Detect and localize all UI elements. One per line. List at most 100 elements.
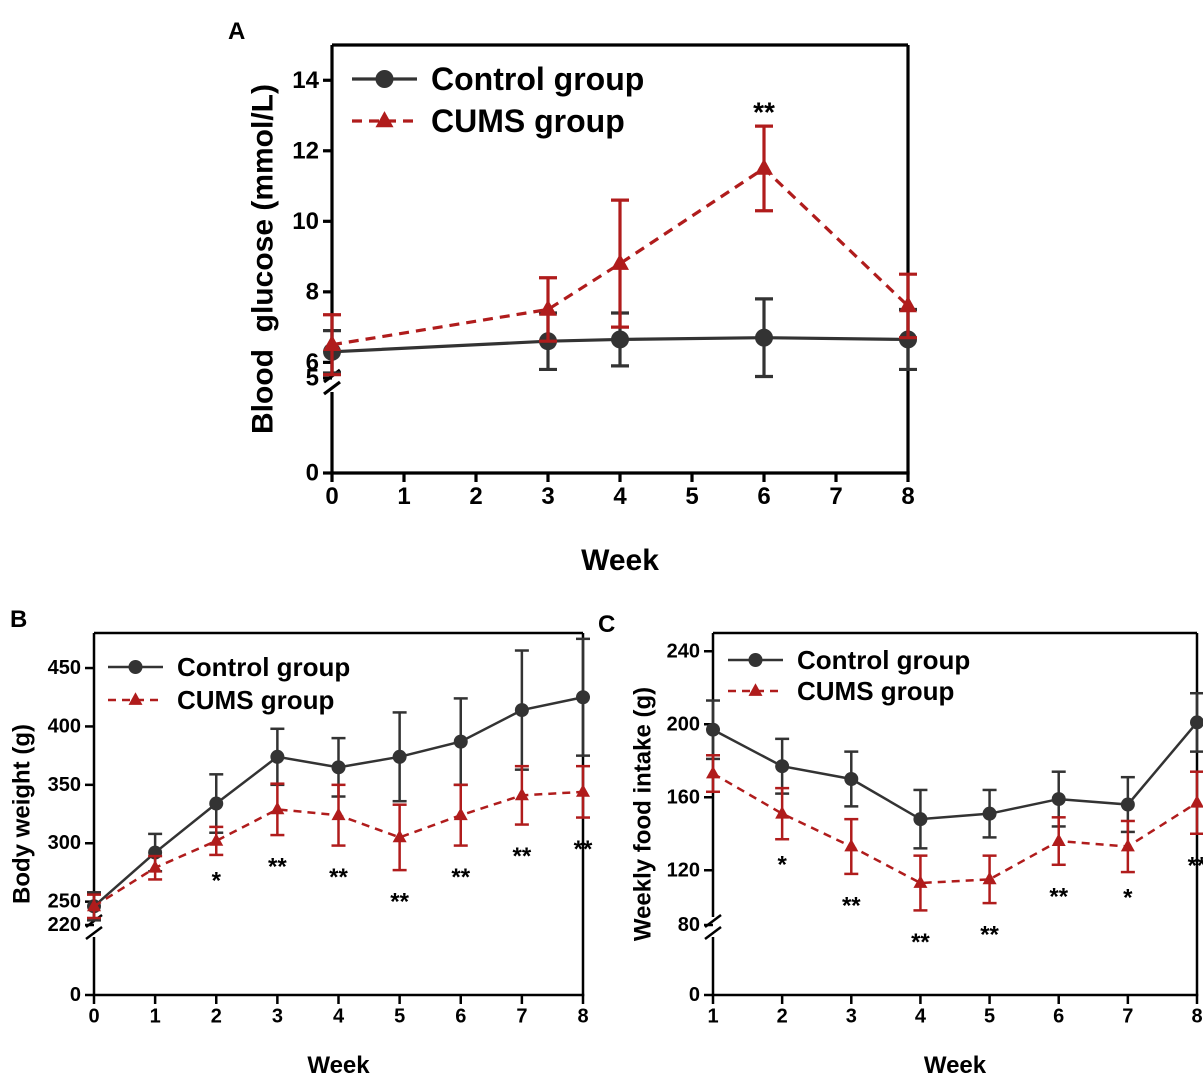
- control-data-point: [1120, 797, 1135, 812]
- cums-data-point: [148, 860, 163, 873]
- x-tick-label: 4: [613, 483, 627, 510]
- control-data-point: [899, 330, 917, 349]
- control-data-point: [514, 703, 529, 718]
- y-tick-label: 0: [306, 460, 319, 487]
- legend-control-label: Control group: [431, 61, 644, 97]
- y-tick-label: 0: [70, 984, 81, 1006]
- x-tick-label: 2: [777, 1006, 788, 1028]
- cums-series-line: [331, 166, 910, 347]
- x-tick-label: 0: [325, 483, 338, 510]
- x-tick-label: 1: [150, 1006, 161, 1028]
- x-tick-label: 6: [455, 1006, 466, 1028]
- significance-marker: **: [1188, 852, 1203, 879]
- significance-marker: *: [777, 852, 787, 879]
- cums-data-point: [270, 801, 285, 815]
- legend-cums-label: CUMS group: [177, 685, 334, 715]
- panel-c: C 120 160 200 240 0 80 1 2 3 4 5 6 7 8 Week Weekly food …: [598, 611, 1203, 1079]
- cums-data-point: [576, 784, 590, 797]
- x-tick-label: 5: [394, 1006, 405, 1028]
- x-tick-label: 4: [915, 1006, 927, 1028]
- cums-data-point: [331, 807, 346, 821]
- y-tick-label: 0: [689, 984, 700, 1006]
- control-data-point: [453, 734, 468, 749]
- significance-marker: **: [574, 836, 593, 863]
- x-axis-label: Week: [924, 1052, 987, 1079]
- cums-data-point: [913, 875, 928, 888]
- y-tick-label: 220: [48, 914, 81, 936]
- y-tick-label: 8: [306, 278, 319, 305]
- cums-data-point: [1120, 838, 1135, 852]
- cums-data-point: [982, 871, 997, 885]
- x-tick-label: 0: [88, 1006, 99, 1028]
- y-axis-label: Weekly food intake (g): [630, 687, 657, 941]
- cums-data-point: [323, 334, 341, 352]
- axis-break-mark: [85, 926, 103, 940]
- panel-letter: B: [10, 606, 27, 633]
- x-tick-label: 2: [469, 483, 482, 510]
- control-data-point: [706, 722, 720, 737]
- legend-cums-marker: [375, 111, 394, 128]
- y-tick-label: 400: [48, 715, 81, 737]
- x-tick-label: 3: [846, 1006, 857, 1028]
- y-tick-label: 12: [292, 137, 319, 164]
- significance-marker: **: [753, 97, 775, 128]
- y-tick-label: 5: [306, 365, 319, 392]
- cums-data-point: [844, 838, 859, 852]
- control-data-point: [611, 330, 629, 349]
- y-tick-label: 250: [48, 891, 81, 913]
- axis-break-mark: [704, 926, 722, 940]
- y-tick-label: 350: [48, 774, 81, 796]
- control-data-point: [209, 796, 224, 811]
- cums-data-point: [755, 158, 773, 175]
- y-tick-label: 6: [306, 349, 319, 376]
- cums-data-point: [539, 299, 557, 316]
- x-tick-label: 7: [829, 483, 842, 510]
- legend-control-label: Control group: [797, 645, 970, 675]
- y-tick-label: 300: [48, 832, 81, 854]
- x-tick-label: 1: [397, 483, 410, 510]
- legend-cums-marker: [748, 683, 763, 696]
- control-data-point: [576, 690, 590, 705]
- cums-data-point: [209, 833, 224, 846]
- legend-cums-label: CUMS group: [431, 103, 625, 139]
- y-tick-label: 120: [667, 859, 700, 881]
- legend-control-marker: [748, 653, 763, 667]
- x-tick-label: 6: [757, 483, 770, 510]
- control-data-point: [392, 749, 407, 764]
- x-tick-label: 8: [577, 1006, 588, 1028]
- legend-control-marker: [128, 660, 143, 674]
- panel-b: B 250 300 350 400 450 0 220 0 1 2 3 4 5 6 7 8 Week Body we…: [9, 606, 593, 1079]
- control-data-point: [775, 759, 790, 774]
- cums-data-point: [899, 296, 917, 313]
- significance-marker: **: [268, 854, 287, 881]
- y-tick-label: 160: [667, 786, 700, 808]
- control-data-point: [1190, 715, 1203, 730]
- cums-data-point: [514, 787, 529, 801]
- x-tick-label: 6: [1053, 1006, 1064, 1028]
- significance-marker: **: [390, 889, 409, 916]
- significance-marker: *: [1123, 885, 1133, 912]
- control-data-point: [331, 760, 346, 775]
- y-tick-label: 14: [292, 67, 319, 94]
- x-tick-label: 8: [1191, 1006, 1202, 1028]
- y-tick-label: 240: [667, 640, 700, 662]
- control-data-point: [982, 806, 997, 821]
- control-data-point: [270, 749, 285, 764]
- cums-data-point: [706, 765, 720, 779]
- x-tick-label: 1: [707, 1006, 718, 1028]
- significance-marker: *: [212, 867, 222, 894]
- control-data-point: [1051, 792, 1066, 807]
- cums-data-point: [775, 805, 790, 819]
- cums-data-point: [87, 898, 101, 912]
- cums-data-point: [453, 807, 468, 821]
- significance-marker: **: [329, 864, 348, 891]
- significance-marker: **: [980, 922, 999, 949]
- significance-marker: **: [451, 864, 470, 891]
- significance-marker: **: [842, 892, 861, 919]
- legend-cums-marker: [128, 692, 143, 705]
- significance-marker: **: [1049, 883, 1068, 910]
- y-axis-label: Body weight (g): [9, 724, 36, 904]
- x-tick-label: 3: [272, 1006, 283, 1028]
